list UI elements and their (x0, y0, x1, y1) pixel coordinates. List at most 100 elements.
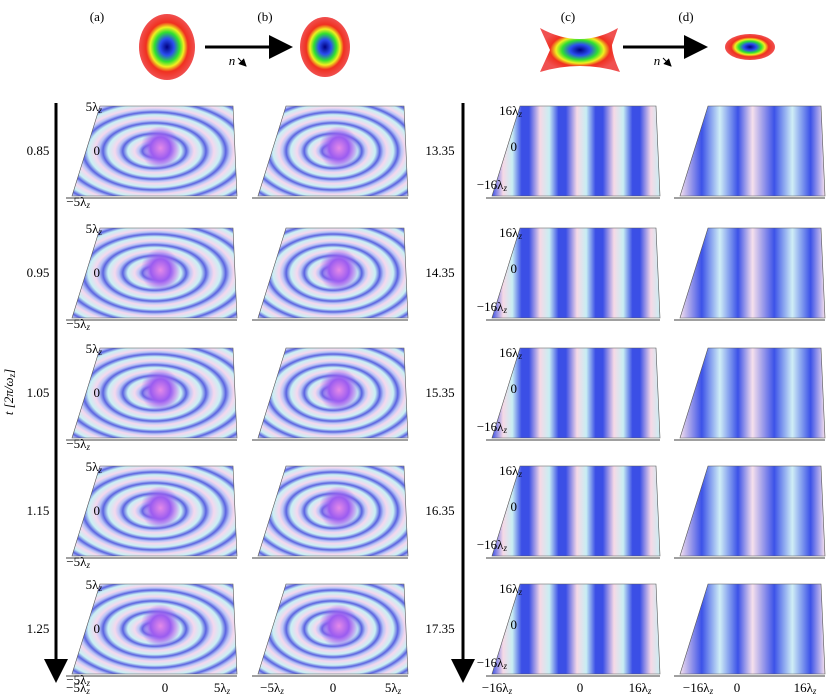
y-tick-label-main: 0 (511, 617, 518, 632)
y-tick-label-main: 5λ (86, 341, 100, 356)
x-tick-label-sub: z (226, 686, 231, 696)
y-tick-label: −5λz (66, 194, 90, 210)
surface-peak (140, 604, 181, 648)
surface-panel (491, 465, 661, 557)
y-tick-label: −16λz (477, 655, 508, 671)
time-label: 15.35 (425, 385, 454, 400)
x-tick-label-sub: z (279, 686, 284, 696)
y-tick-label-main: 5λ (86, 221, 100, 236)
x-tick-label-main: 0 (577, 680, 584, 695)
y-tick-label-sub: z (97, 465, 102, 475)
time-axis-label: t [2π/ωz] (1, 369, 17, 415)
y-tick-label-sub: z (97, 347, 102, 357)
x-tick-label-sub: z (508, 686, 513, 696)
surface-panel (491, 227, 661, 319)
x-tick-label-main: 0 (162, 680, 169, 695)
surface-panel (491, 583, 661, 675)
x-tick-label-main: −5λ (66, 680, 87, 695)
y-tick-label-sub: z (502, 305, 507, 315)
surface-peak (319, 248, 359, 292)
y-tick-label-sub: z (502, 425, 507, 435)
y-tick-label-main: −5λ (66, 554, 87, 569)
panel-label: (d) (678, 9, 693, 24)
y-tick-label-main: 16λ (499, 463, 519, 478)
y-tick-label-sub: z (517, 469, 522, 479)
surface-peak (319, 368, 359, 412)
y-tick-label-main: 0 (94, 385, 101, 400)
time-label: 1.15 (27, 503, 50, 518)
y-tick-label-sub: z (85, 200, 90, 210)
y-tick-label-sub: z (502, 543, 507, 553)
x-tick-label: 16λz (629, 680, 652, 696)
y-tick-label-main: −5λ (66, 672, 87, 687)
icon-a (139, 14, 195, 80)
y-tick-label-main: −5λ (66, 316, 87, 331)
y-tick-label: 5λz (86, 341, 103, 357)
y-tick-label-sub: z (97, 105, 102, 115)
y-tick-label: 5λz (86, 459, 103, 475)
y-tick-label: 0 (94, 143, 101, 158)
y-tick-label-sub: z (517, 351, 522, 361)
y-tick-label-main: 5λ (86, 99, 100, 114)
arrow-label: n (654, 53, 661, 68)
y-tick-label: 16λz (499, 345, 522, 361)
y-tick-label-sub: z (85, 322, 90, 332)
y-tick-label-sub: z (85, 442, 90, 452)
x-tick-label-main: 16λ (629, 680, 649, 695)
y-tick-label: −16λz (477, 419, 508, 435)
y-tick-label-sub: z (97, 227, 102, 237)
time-axis-sub: z (7, 373, 17, 378)
x-tick-label-sub: z (709, 686, 714, 696)
x-tick-label: 5λz (385, 680, 402, 696)
y-tick-label: 0 (511, 617, 518, 632)
surface-panel (491, 105, 661, 197)
x-tick-label-main: 0 (734, 680, 741, 695)
y-tick-label-main: −5λ (66, 194, 87, 209)
x-tick-label-main: −16λ (683, 680, 710, 695)
y-tick-label: 0 (511, 381, 518, 396)
y-tick-label: −16λz (477, 299, 508, 315)
y-tick-label-main: −16λ (477, 655, 504, 670)
y-tick-label: 16λz (499, 225, 522, 241)
time-label: 14.35 (425, 265, 454, 280)
y-tick-label: 5λz (86, 99, 103, 115)
y-tick-label-main: −16λ (477, 177, 504, 192)
y-tick-label: 0 (94, 621, 101, 636)
surface-panel (679, 105, 826, 197)
x-tick-label-sub: z (812, 686, 817, 696)
surface-panel (491, 347, 661, 439)
n-arrow (662, 57, 672, 67)
y-tick-label-sub: z (85, 678, 90, 688)
x-tick-label-main: −5λ (260, 680, 281, 695)
surface-peak (319, 126, 359, 170)
icon-c (540, 28, 620, 72)
y-tick-label-main: 0 (511, 499, 518, 514)
x-tick-label-main: −16λ (482, 680, 509, 695)
time-label: 1.25 (27, 621, 50, 636)
time-label: 13.35 (425, 143, 454, 158)
surface-panel (679, 465, 826, 557)
y-tick-label-main: 5λ (86, 459, 100, 474)
time-axis-main: t [2π/ω (1, 377, 16, 415)
x-tick-label: 0 (162, 680, 169, 695)
surface-panel (679, 347, 826, 439)
surface-panel (679, 583, 826, 675)
time-axis-end: ] (1, 369, 16, 375)
x-tick-label-main: 16λ (794, 680, 814, 695)
y-tick-label-main: −16λ (477, 299, 504, 314)
y-tick-label-main: 0 (94, 265, 101, 280)
y-tick-label: 0 (511, 139, 518, 154)
y-tick-label: −16λz (477, 537, 508, 553)
y-tick-label: −16λz (477, 177, 508, 193)
arrow-label: n (229, 53, 236, 68)
y-tick-label-main: 0 (511, 381, 518, 396)
y-tick-label: −5λz (66, 316, 90, 332)
surface-peak (140, 126, 181, 170)
y-tick-label-main: 0 (511, 261, 518, 276)
y-tick-label-main: 0 (94, 143, 101, 158)
n-arrow (237, 57, 247, 67)
surface-peak (140, 486, 181, 530)
y-tick-label-main: −5λ (66, 436, 87, 451)
panel-label: (c) (561, 9, 575, 24)
